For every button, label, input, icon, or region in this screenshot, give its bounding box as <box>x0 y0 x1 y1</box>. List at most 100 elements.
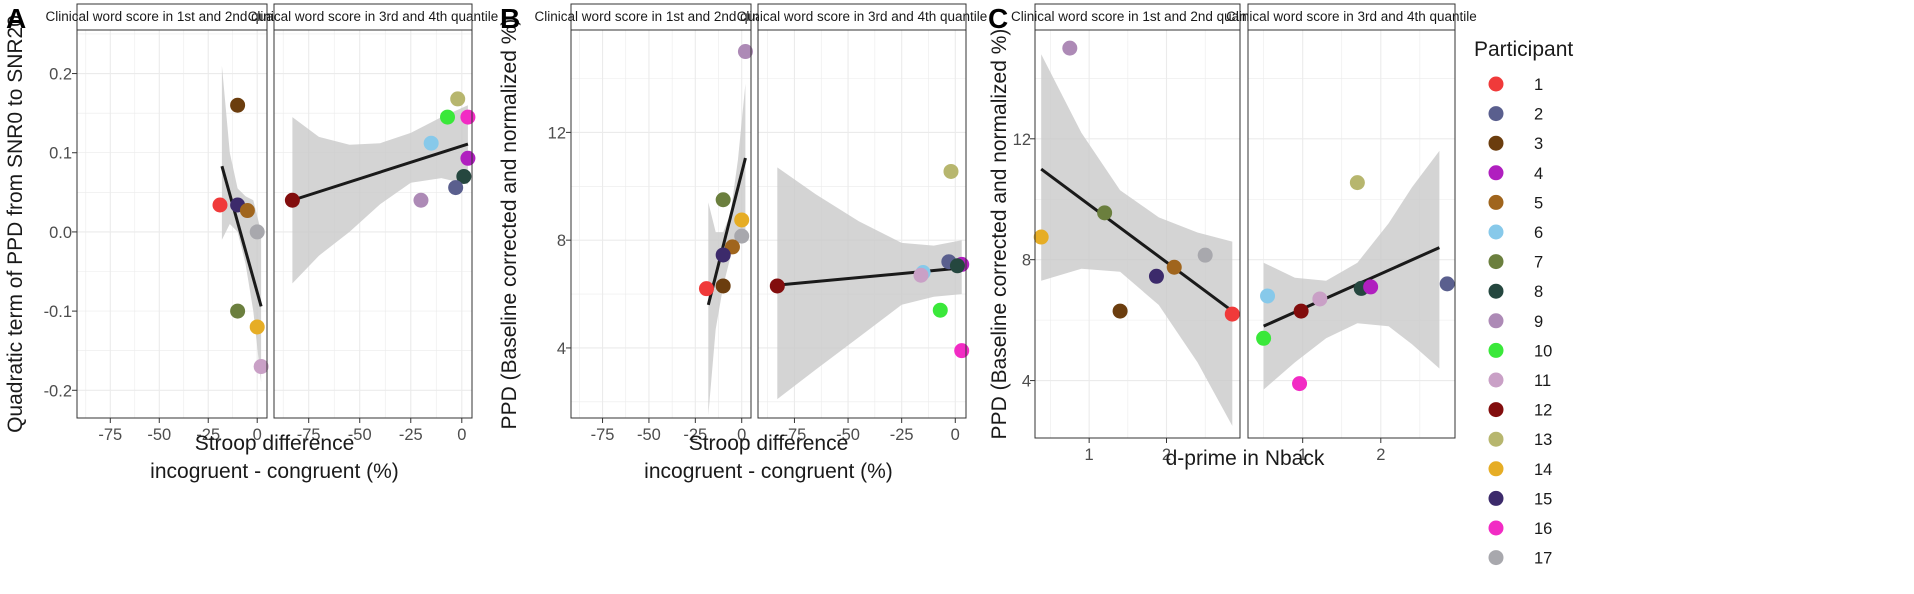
confidence-ribbon <box>292 105 468 284</box>
data-point-participant-9 <box>737 44 753 60</box>
x-axis-title: incogruent - congruent (%) <box>150 460 399 483</box>
facet-strip-label: Clinical word score in 3rd and 4th quant… <box>737 9 988 24</box>
legend-label-participant-11: 11 <box>1534 372 1551 390</box>
regression-line <box>706 157 747 306</box>
facet-c-2: Clinical word score in 3rd and 4th quant… <box>1226 3 1477 464</box>
legend-swatch-participant-11 <box>1488 372 1504 388</box>
legend-swatch-participant-4 <box>1488 165 1504 181</box>
legend-swatch-participant-7 <box>1488 254 1504 270</box>
facet-a-2: Clinical word score in 3rd and 4th quant… <box>248 3 499 444</box>
panel-border <box>570 29 752 419</box>
x-tick-label: -50 <box>147 426 171 444</box>
x-tick-label: -25 <box>683 426 707 444</box>
chart-a: Clinical word score in 1st and 2nd quant… <box>4 3 498 483</box>
data-point-participant-9 <box>413 192 429 208</box>
x-axis-title: incogruent - congruent (%) <box>644 460 893 483</box>
legend-label-participant-10: 10 <box>1534 342 1552 360</box>
y-tick-label: 12 <box>548 124 566 142</box>
data-point-participant-15 <box>1148 268 1164 284</box>
data-point-participant-16 <box>1292 376 1308 392</box>
facet-strip <box>273 3 473 31</box>
facet-strip-label: Clinical word score in 1st and 2nd quant… <box>1011 9 1264 24</box>
legend-label-participant-13: 13 <box>1534 431 1552 449</box>
data-point-participant-2 <box>1439 276 1455 292</box>
y-tick-label: 4 <box>1022 373 1031 391</box>
y-tick-label: -0.1 <box>44 303 72 321</box>
legend-swatch-participant-17 <box>1488 550 1504 566</box>
legend-swatch-participant-5 <box>1488 194 1504 210</box>
chart-c: Clinical word score in 1st and 2nd quant… <box>988 3 1477 470</box>
y-axis-title: PPD (Baseline corrected and normalized %… <box>988 29 1011 440</box>
x-tick-label: -50 <box>836 426 860 444</box>
legend-label-participant-4: 4 <box>1534 165 1543 183</box>
legend-swatch-participant-6 <box>1488 224 1504 240</box>
y-tick-label: -0.2 <box>44 382 72 400</box>
x-tick-label: 2 <box>1376 446 1385 464</box>
data-point-participant-11 <box>253 359 269 375</box>
legend-label-participant-5: 5 <box>1534 194 1543 212</box>
legend-swatch-participant-3 <box>1488 135 1504 151</box>
facet-strip <box>1034 3 1241 31</box>
data-point-participant-10 <box>1256 330 1272 346</box>
data-point-participant-2 <box>448 180 464 196</box>
x-tick-label: 0 <box>253 426 262 444</box>
data-point-participant-1 <box>698 281 714 297</box>
legend-label-participant-15: 15 <box>1534 490 1552 508</box>
data-point-participant-10 <box>932 302 948 318</box>
data-point-participant-7 <box>715 192 731 208</box>
legend-label-participant-7: 7 <box>1534 254 1543 272</box>
legend-swatch-participant-14 <box>1488 461 1504 477</box>
data-point-participant-13 <box>943 163 959 179</box>
data-point-participant-7 <box>230 303 246 319</box>
legend-swatch-participant-16 <box>1488 520 1504 536</box>
x-tick-label: -25 <box>196 426 220 444</box>
data-point-participant-17 <box>734 228 750 244</box>
data-point-participant-4 <box>1363 279 1379 295</box>
x-tick-label: -75 <box>98 426 122 444</box>
y-tick-label: 8 <box>1022 252 1031 270</box>
y-tick-label: 12 <box>1013 131 1031 149</box>
data-point-participant-17 <box>1197 247 1213 263</box>
data-point-participant-17 <box>249 224 265 240</box>
x-tick-label: -50 <box>637 426 661 444</box>
legend-swatch-participant-1 <box>1488 76 1504 92</box>
x-tick-label: 1 <box>1298 446 1307 464</box>
x-tick-label: -75 <box>297 426 321 444</box>
x-tick-label: 1 <box>1085 446 1094 464</box>
legend-swatch-participant-9 <box>1488 313 1504 329</box>
legend-swatch-participant-10 <box>1488 342 1504 358</box>
facet-strip <box>76 3 268 31</box>
panel-border <box>757 29 967 419</box>
x-tick-label: -25 <box>890 426 914 444</box>
x-axis-title: Stroop difference <box>195 432 355 455</box>
facet-b-1: Clinical word score in 1st and 2nd quant… <box>535 3 787 444</box>
panel-border <box>1034 29 1241 439</box>
x-tick-label: 0 <box>737 426 746 444</box>
x-axis-title: Stroop difference <box>689 432 849 455</box>
legend-swatch-participant-8 <box>1488 283 1504 299</box>
data-point-participant-5 <box>1166 259 1182 275</box>
legend-label-participant-8: 8 <box>1534 283 1543 301</box>
chart-b: Clinical word score in 1st and 2nd quant… <box>498 3 987 483</box>
data-point-participant-1 <box>1224 306 1240 322</box>
data-point-participant-3 <box>715 278 731 294</box>
x-tick-label: -75 <box>783 426 807 444</box>
regression-line <box>1040 167 1234 313</box>
data-point-participant-7 <box>1097 205 1113 221</box>
legend-label-participant-6: 6 <box>1534 224 1543 242</box>
panel-letter: A <box>6 3 26 34</box>
regression-line <box>220 165 263 307</box>
data-point-participant-12 <box>1293 303 1309 319</box>
confidence-ribbon <box>777 167 962 400</box>
x-tick-label: -25 <box>399 426 423 444</box>
regression-line <box>291 142 469 202</box>
data-point-participant-8 <box>949 258 965 274</box>
y-tick-label: 4 <box>557 340 566 358</box>
y-tick-label: 0.0 <box>49 224 72 242</box>
data-point-participant-16 <box>954 343 970 359</box>
confidence-ribbon <box>1263 150 1440 390</box>
legend-label-participant-17: 17 <box>1534 550 1552 568</box>
data-point-participant-10 <box>440 109 456 125</box>
panel-border <box>273 29 473 419</box>
facet-strip-label: Clinical word score in 3rd and 4th quant… <box>248 9 499 24</box>
